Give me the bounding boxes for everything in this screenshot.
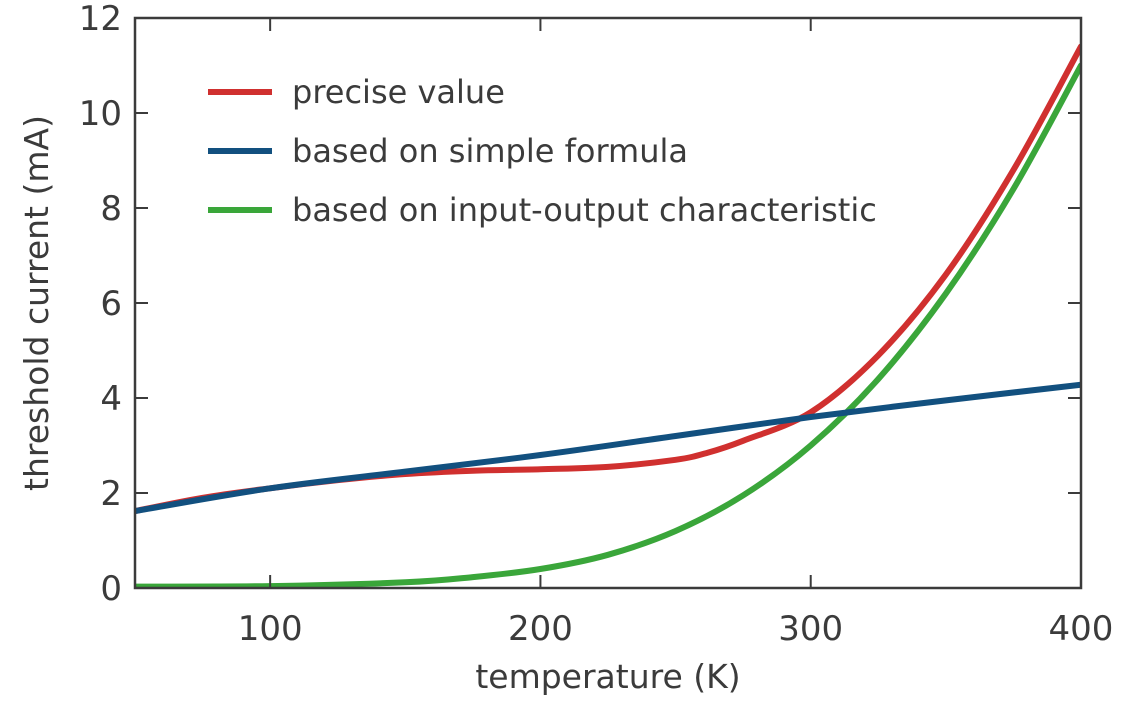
legend-label: based on input-output characteristic <box>292 191 877 229</box>
y-tick-label: 10 <box>79 94 122 134</box>
series-line-precise-value <box>135 43 1081 515</box>
x-tick-label: 200 <box>508 609 573 649</box>
y-tick-label: 2 <box>100 474 122 514</box>
x-axis-label: temperature (K) <box>475 657 740 696</box>
y-tick-label: 0 <box>100 569 122 609</box>
legend-label: based on simple formula <box>292 132 688 170</box>
y-tick-label: 4 <box>100 379 122 419</box>
series-line-based-on-input-output-characteristic <box>135 62 1081 588</box>
ticks-layer: 100 200 300 400 0 2 4 6 8 10 12 <box>79 0 1114 649</box>
legend-label: precise value <box>292 73 505 111</box>
y-tick-label: 8 <box>100 189 122 229</box>
y-tick-label: 6 <box>100 284 122 324</box>
series-layer <box>135 43 1081 588</box>
x-tick-label: 100 <box>238 609 303 649</box>
x-tick-label: 300 <box>778 609 843 649</box>
x-tick-label: 400 <box>1049 609 1114 649</box>
series-line-based-on-simple-formula <box>135 381 1081 515</box>
legend: precise value based on simple formula base… <box>208 73 877 229</box>
y-tick-label: 12 <box>79 0 122 39</box>
y-axis-label: threshold current (mA) <box>17 115 56 491</box>
